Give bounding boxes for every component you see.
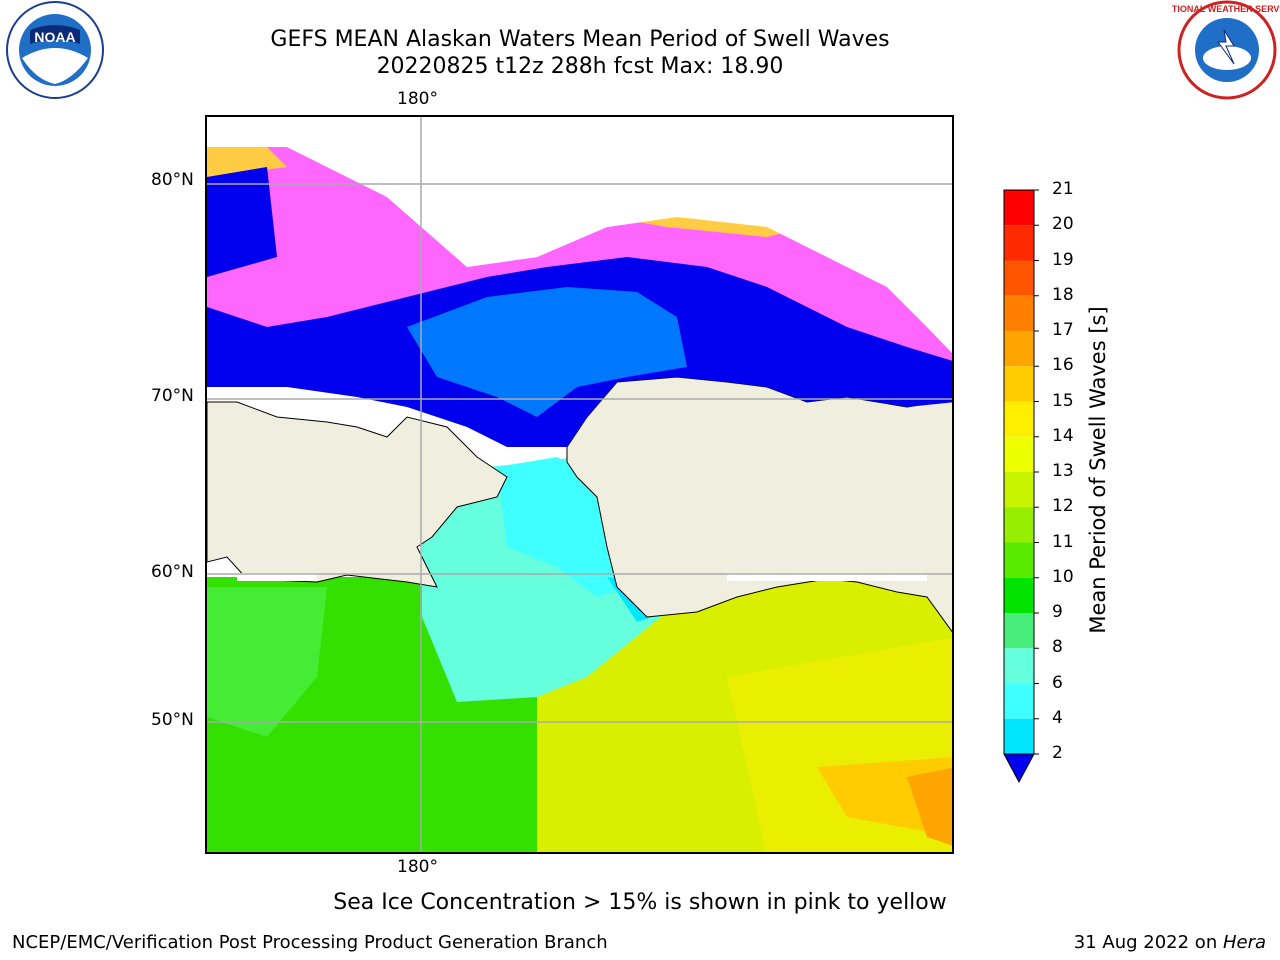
lat-label-50: 50°N: [151, 710, 194, 730]
lat-label-60: 60°N: [151, 562, 194, 582]
nws-logo: NATIONAL WEATHER SERVICE: [1172, 0, 1280, 100]
lon-label-bottom: 180°: [397, 857, 438, 877]
colorbar-segment: [1004, 507, 1034, 543]
colorbar-segment: [1004, 577, 1034, 613]
lat-label-70: 70°N: [151, 386, 194, 406]
colorbar-segment: [1004, 260, 1034, 296]
colorbar-tick-label: 4: [1052, 707, 1063, 728]
ocean-orange-core: [907, 767, 952, 846]
lon-label-top: 180°: [397, 89, 438, 109]
colorbar-tick-label: 14: [1052, 425, 1074, 446]
colorbar-segment: [1004, 542, 1034, 578]
colorbar-segment: [1004, 472, 1034, 508]
colorbar-segment: [1004, 613, 1034, 649]
colorbar-segment: [1004, 648, 1034, 684]
noaa-logo: NOAA: [6, 1, 104, 99]
colorbar: [1003, 189, 1039, 784]
arctic-blue-nw: [207, 167, 277, 277]
colorbar-tick-label: 9: [1052, 602, 1063, 622]
footer-credit: NCEP/EMC/Verification Post Processing Pr…: [12, 932, 608, 953]
colorbar-segment: [1004, 331, 1034, 367]
map-panel: [205, 115, 954, 854]
colorbar-tick-label: 19: [1052, 249, 1074, 270]
colorbar-tick-label: 6: [1052, 672, 1063, 693]
colorbar-tick-label: 16: [1052, 355, 1074, 376]
sea-ice-note-text: Sea Ice Concentration > 15% is shown in …: [333, 890, 947, 915]
ocean-green-patch: [207, 587, 327, 737]
colorbar-tick-label: 15: [1052, 390, 1074, 411]
nws-logo-text: NATIONAL WEATHER SERVICE: [1172, 4, 1280, 14]
colorbar-tick-label: 17: [1052, 320, 1074, 340]
chart-title: GEFS MEAN Alaskan Waters Mean Period of …: [270, 27, 890, 52]
colorbar-tick-label: 18: [1052, 284, 1074, 305]
colorbar-segment: [1004, 718, 1034, 754]
sea-ice-note: Sea Ice Concentration > 15% is shown in …: [0, 890, 1280, 915]
colorbar-tick-label: 8: [1052, 637, 1063, 658]
colorbar-title: Mean Period of Swell Waves [s]: [1086, 306, 1110, 634]
footer-date: 31 Aug 2022 on Hera: [1074, 932, 1266, 953]
colorbar-segment: [1004, 401, 1034, 437]
colorbar-tick-label: 11: [1052, 531, 1074, 552]
chart-subtitle: 20220825 t12z 288h fcst Max: 18.90: [376, 54, 784, 79]
bering-cyan: [497, 457, 627, 597]
colorbar-tick-label: 20: [1052, 214, 1074, 235]
colorbar-segment: [1004, 225, 1034, 261]
colorbar-tick-label: 12: [1052, 496, 1074, 517]
missing-band-east: [727, 573, 927, 581]
colorbar-segment: [1004, 683, 1034, 719]
footer-date-text: 31 Aug 2022 on: [1073, 932, 1223, 953]
missing-band-west: [237, 573, 317, 581]
colorbar-tick-label: 2: [1052, 743, 1063, 763]
lat-label-80: 80°N: [151, 170, 194, 190]
footer-host: Hera: [1222, 932, 1266, 953]
no-data-north: [287, 117, 952, 353]
colorbar-segment: [1004, 436, 1034, 472]
colorbar-extend-arrow: [1003, 753, 1035, 784]
colorbar-tick-label: 21: [1052, 179, 1074, 199]
colorbar-segment: [1004, 366, 1034, 402]
noaa-logo-text: NOAA: [34, 29, 75, 45]
arctic-midblue: [407, 287, 687, 417]
colorbar-tick-label: 13: [1052, 461, 1074, 481]
colorbar-tick-label: 10: [1052, 566, 1074, 587]
colorbar-segment: [1004, 295, 1034, 331]
map-svg: [207, 117, 952, 852]
colorbar-segment: [1004, 190, 1034, 226]
